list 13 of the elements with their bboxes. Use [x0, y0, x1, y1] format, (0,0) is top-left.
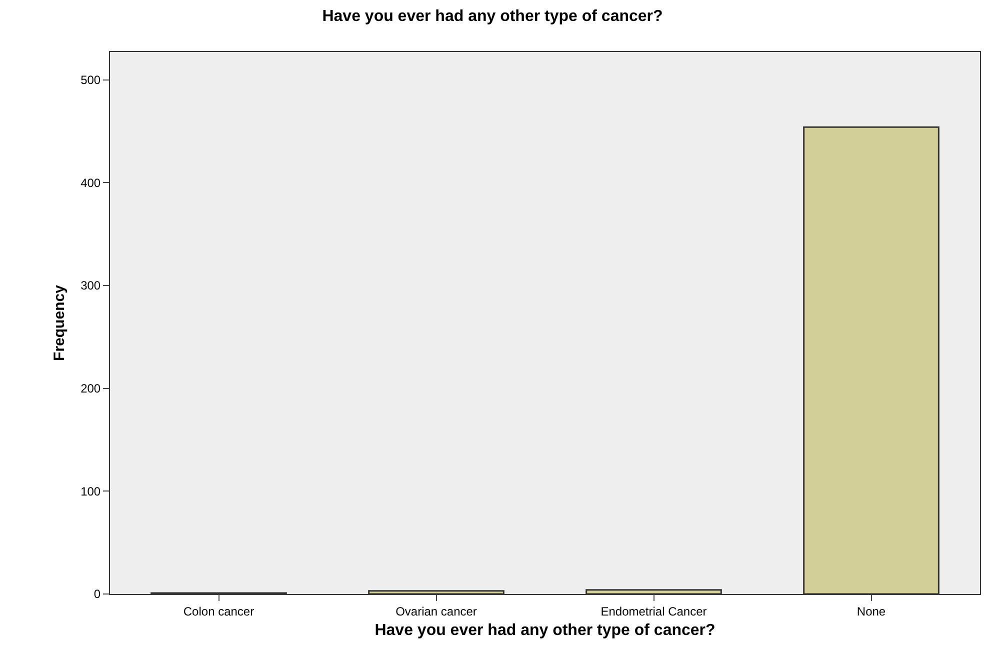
x-tick-label: Endometrial Cancer	[600, 604, 707, 618]
y-tick-label: 500	[80, 72, 101, 87]
y-tick-label: 0	[94, 587, 101, 602]
chart-title: Have you ever had any other type of cancer?	[322, 8, 663, 26]
y-tick-label: 300	[80, 278, 101, 293]
x-tick-label: Ovarian cancer	[396, 604, 477, 618]
y-tick-label: 100	[80, 484, 101, 498]
x-tick-label: Colon cancer	[183, 604, 254, 618]
y-tick-label: 200	[80, 382, 101, 396]
y-axis-title: Frequency	[50, 284, 68, 361]
y-tick-label: 400	[80, 176, 101, 190]
x-axis-title: Have you ever had any other type of cancer?	[374, 622, 716, 640]
x-tick-label: None	[856, 604, 886, 618]
